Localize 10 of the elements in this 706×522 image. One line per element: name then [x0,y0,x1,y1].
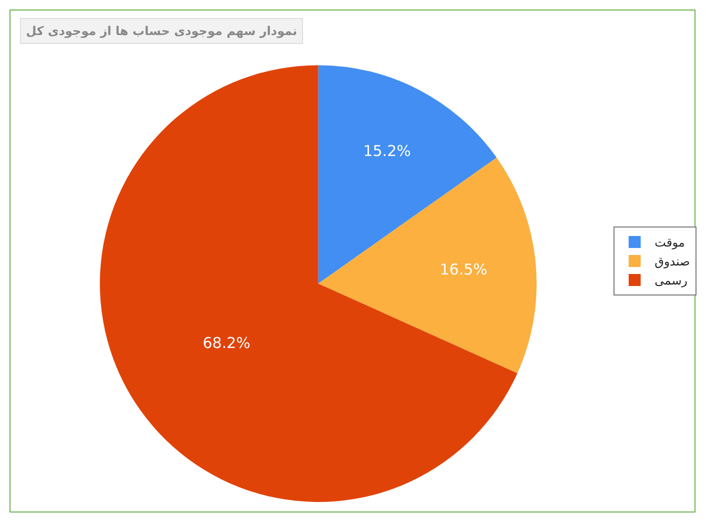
data-label: 15.2% [363,142,411,160]
legend-label: موقت [654,236,685,250]
data-label: 16.5% [440,260,488,279]
legend-label: صندوق [654,254,690,269]
chart-title: نمودار سهم موجودی حساب ها از موجودی کل [26,24,298,38]
legend-label: رسمی [654,274,688,288]
data-label: 68.2% [202,334,250,352]
pie-slice [100,65,518,502]
pie-slice [318,158,536,374]
pie-slice [318,65,497,284]
